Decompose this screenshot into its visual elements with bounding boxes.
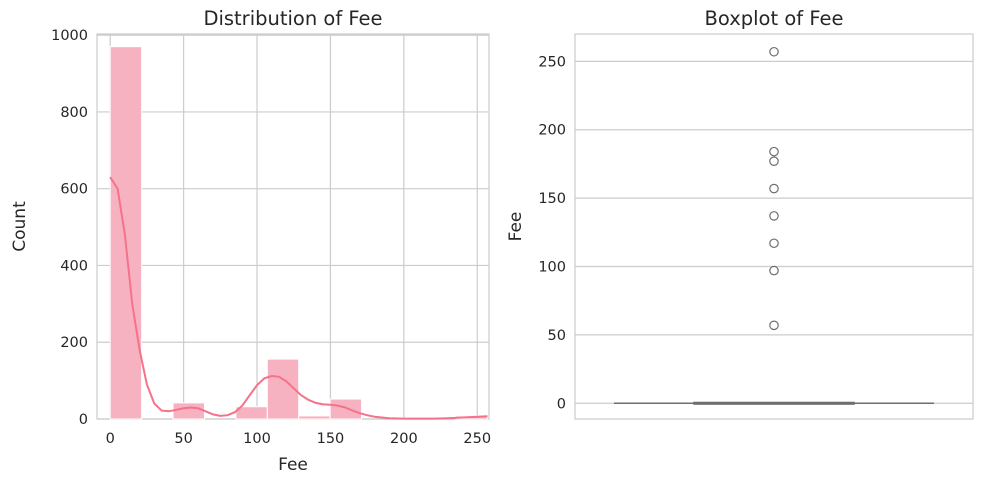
y-tick-label: 100 [538, 260, 566, 276]
boxplot-outliers [769, 46, 779, 331]
y-tick-label: 50 [548, 328, 566, 344]
outlier-point [769, 46, 779, 57]
outlier-point [769, 146, 779, 157]
histogram-bar [298, 415, 331, 420]
kde-curve [109, 176, 488, 420]
y-tick-label: 150 [538, 191, 566, 207]
histogram-x-ticks: 0 50 100 150 200 250 [106, 431, 492, 447]
y-tick-label: 0 [79, 412, 88, 428]
y-tick-label: 200 [60, 335, 88, 351]
histogram-bar [172, 402, 205, 420]
x-tick-label: 200 [390, 431, 418, 447]
histogram-bar [109, 46, 143, 420]
y-tick-label: 200 [538, 123, 566, 139]
y-tick-label: 400 [60, 258, 88, 274]
y-tick-label: 800 [60, 105, 88, 121]
y-tick-label: 600 [60, 182, 88, 198]
boxplot-title: Boxplot of Fee [705, 7, 844, 30]
boxplot-plot-frame [574, 33, 974, 420]
histogram-panel: 0 50 100 150 200 250 0 200 400 600 800 1000 Distri… [10, 7, 491, 475]
y-tick-label: 0 [557, 396, 566, 412]
x-tick-label: 250 [463, 431, 491, 447]
x-tick-label: 100 [243, 431, 271, 447]
histogram-bars [109, 46, 488, 420]
x-tick-label: 150 [317, 431, 345, 447]
histogram-y-label: Count [10, 201, 30, 252]
outlier-point [769, 265, 779, 276]
histogram-title: Distribution of Fee [203, 7, 382, 30]
boxplot-panel: 0 50 100 150 200 250 Boxplot of Fee Fee [506, 7, 974, 420]
boxplot-y-label: Fee [506, 212, 526, 242]
boxplot-grid [575, 60, 973, 404]
outlier-point [769, 211, 779, 221]
outlier-point [769, 183, 779, 194]
histogram-y-ticks: 0 200 400 600 800 1000 [51, 28, 88, 428]
y-tick-label: 1000 [51, 28, 88, 44]
histogram-bar [235, 406, 268, 420]
x-tick-label: 50 [174, 431, 192, 447]
histogram-bar [329, 398, 363, 420]
outlier-point [769, 238, 779, 249]
outlier-point [769, 320, 779, 331]
boxplot-box [614, 401, 934, 405]
y-tick-label: 250 [538, 54, 566, 70]
histogram-x-label: Fee [278, 455, 308, 475]
x-tick-label: 0 [106, 431, 115, 447]
boxplot-y-ticks: 0 50 100 150 200 250 [538, 54, 566, 412]
outlier-point [769, 156, 779, 166]
